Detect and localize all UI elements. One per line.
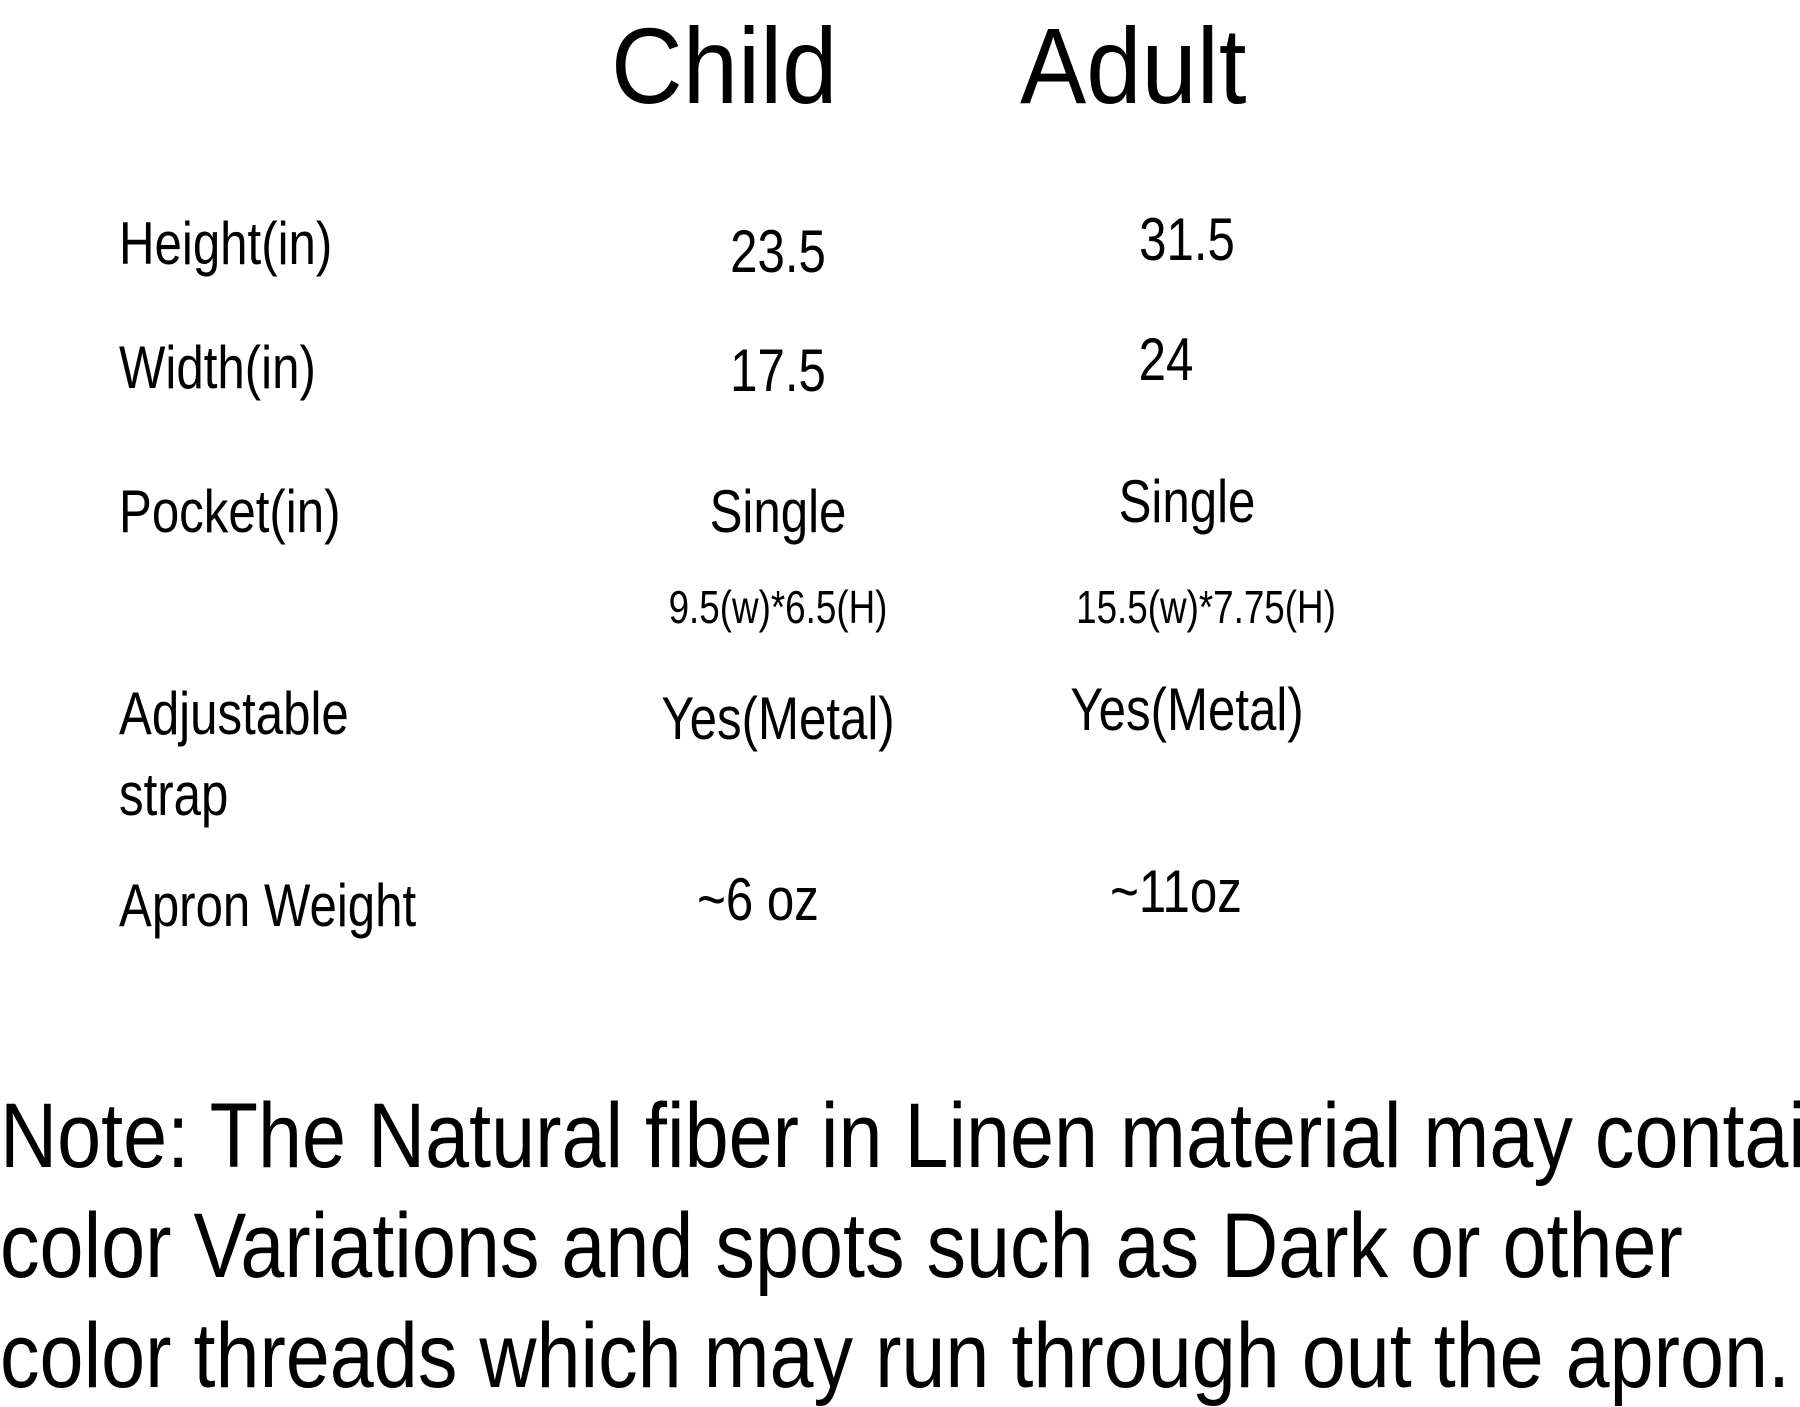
note-line-1: Note: The Natural fiber in Linen materia… [0, 1085, 1800, 1187]
child-width: 17.5 [730, 337, 826, 404]
row-label-weight: Apron Weight [119, 872, 417, 939]
header-child: Child [611, 5, 838, 126]
adult-pocket-size: 15.5(w)*7.75(H) [1076, 581, 1336, 633]
row-label-strap: strap [119, 761, 229, 828]
row-label-height: Height(in) [119, 210, 333, 277]
adult-width: 24 [1138, 326, 1194, 393]
child-weight: ~6 oz [697, 866, 819, 933]
row-label-pocket: Pocket(in) [119, 478, 341, 545]
adult-height: 31.5 [1139, 206, 1235, 273]
note-line-2: color Variations and spots such as Dark … [0, 1195, 1683, 1297]
row-label-width: Width(in) [119, 334, 316, 401]
adult-strap: Yes(Metal) [1070, 676, 1304, 743]
adult-pocket: Single [1118, 468, 1256, 535]
adult-weight: ~11oz [1110, 858, 1242, 925]
note-line-3: color threads which may run through out … [0, 1305, 1791, 1407]
child-pocket-size: 9.5(w)*6.5(H) [668, 581, 888, 633]
child-height: 23.5 [730, 218, 826, 285]
row-label-adjustable: Adjustable [119, 680, 349, 747]
header-adult: Adult [1020, 5, 1247, 126]
child-pocket: Single [709, 478, 847, 545]
child-strap: Yes(Metal) [661, 685, 895, 752]
